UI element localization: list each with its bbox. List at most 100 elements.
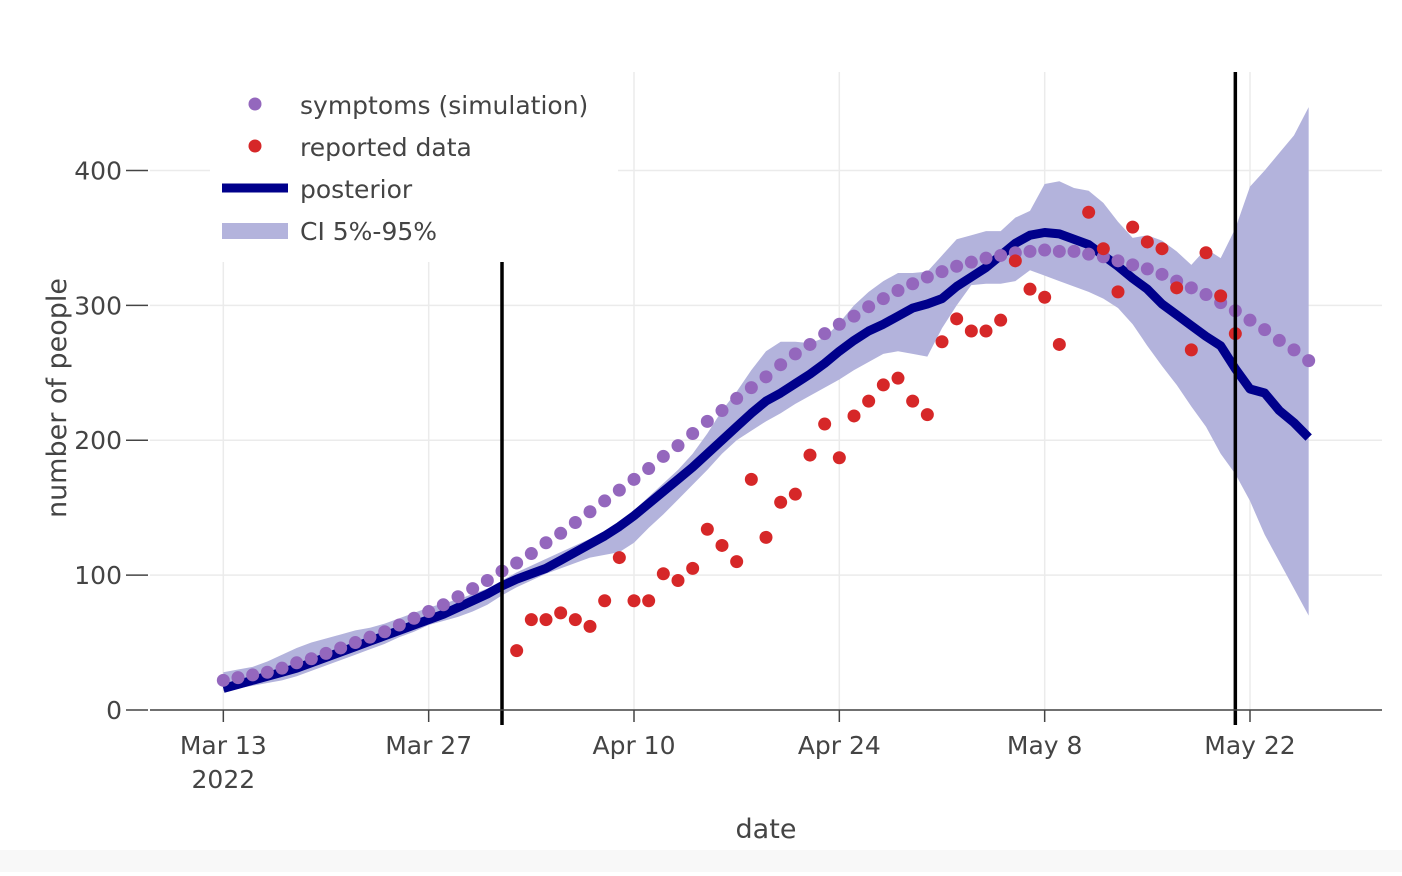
- data-point: [759, 530, 773, 544]
- y-tick-label: 100: [74, 561, 122, 590]
- data-point: [803, 448, 817, 462]
- data-point: [935, 335, 949, 349]
- data-point: [906, 394, 920, 408]
- x-tick-sublabel: 2022: [192, 765, 256, 794]
- data-point: [906, 277, 920, 291]
- data-point: [1170, 281, 1184, 295]
- data-point: [524, 547, 538, 561]
- data-point: [950, 312, 964, 326]
- data-point: [964, 324, 978, 338]
- data-point: [876, 292, 890, 306]
- data-point: [554, 526, 568, 540]
- data-point: [583, 619, 597, 633]
- data-point: [612, 483, 626, 497]
- x-axis-title: date: [736, 814, 797, 845]
- data-point: [319, 646, 333, 660]
- legend-swatch: [222, 223, 288, 239]
- data-point: [231, 671, 245, 685]
- data-point: [920, 270, 934, 284]
- data-point: [979, 251, 993, 265]
- footer-band: [0, 850, 1402, 872]
- data-point: [1272, 333, 1286, 347]
- data-point: [422, 605, 436, 619]
- data-point: [774, 495, 788, 509]
- data-point: [1258, 323, 1272, 337]
- data-point: [1052, 337, 1066, 351]
- data-point: [715, 404, 729, 418]
- data-point: [290, 656, 304, 670]
- x-tick-label: May 8: [1007, 731, 1083, 760]
- data-point: [759, 370, 773, 384]
- axes: 0 100 200 300 400 Mar 13 2022 Mar 27 Apr 10 Apr 2…: [74, 156, 1382, 794]
- data-point: [700, 414, 714, 428]
- legend-swatch: [248, 97, 262, 111]
- data-point: [598, 494, 612, 508]
- data-point: [627, 472, 641, 486]
- legend-label: symptoms (simulation): [300, 91, 588, 120]
- data-point: [891, 284, 905, 298]
- data-point: [1082, 205, 1096, 219]
- data-point: [466, 582, 480, 596]
- data-point: [1155, 267, 1169, 281]
- data-point: [1140, 235, 1154, 249]
- data-point: [788, 347, 802, 361]
- data-point: [847, 309, 861, 323]
- data-point: [730, 391, 744, 405]
- data-point: [1302, 354, 1316, 368]
- data-point: [1038, 290, 1052, 304]
- data-point: [568, 613, 582, 627]
- data-point: [275, 661, 289, 675]
- data-point: [510, 644, 524, 658]
- data-point: [1126, 258, 1140, 272]
- legend: symptoms (simulation) reported data post…: [210, 72, 618, 262]
- data-point: [304, 652, 318, 666]
- data-point: [1199, 288, 1213, 302]
- data-point: [1199, 246, 1213, 260]
- data-point: [744, 381, 758, 395]
- data-point: [436, 598, 450, 612]
- data-point: [378, 625, 392, 639]
- data-point: [1096, 242, 1110, 256]
- data-point: [935, 265, 949, 279]
- data-point: [612, 551, 626, 565]
- legend-label: posterior: [300, 175, 413, 204]
- data-point: [818, 327, 832, 341]
- data-point: [334, 641, 348, 655]
- data-point: [246, 668, 260, 682]
- data-point: [700, 522, 714, 536]
- data-point: [671, 439, 685, 453]
- y-tick-label: 200: [74, 426, 122, 455]
- data-point: [715, 538, 729, 552]
- data-point: [1023, 282, 1037, 296]
- data-point: [1243, 313, 1257, 327]
- data-point: [788, 487, 802, 501]
- data-point: [1184, 343, 1198, 357]
- y-tick-label: 300: [74, 291, 122, 320]
- data-point: [979, 324, 993, 338]
- data-point: [1184, 281, 1198, 295]
- data-point: [407, 611, 421, 625]
- data-point: [348, 636, 362, 650]
- data-point: [539, 536, 553, 550]
- data-point: [1111, 285, 1125, 299]
- x-tick-label: Apr 24: [798, 731, 881, 760]
- data-point: [480, 574, 494, 588]
- legend-label: reported data: [300, 133, 472, 162]
- data-point: [583, 505, 597, 519]
- data-point: [1155, 242, 1169, 256]
- data-point: [568, 516, 582, 530]
- data-point: [554, 606, 568, 620]
- data-point: [803, 337, 817, 351]
- data-point: [847, 409, 861, 423]
- data-point: [642, 462, 656, 476]
- data-point: [1287, 343, 1301, 357]
- data-point: [686, 426, 700, 440]
- data-point: [964, 255, 978, 269]
- data-point: [1038, 243, 1052, 257]
- data-point: [774, 358, 788, 372]
- data-point: [363, 630, 377, 644]
- legend-label: CI 5%-95%: [300, 217, 437, 246]
- data-point: [1067, 244, 1081, 258]
- data-point: [627, 594, 641, 608]
